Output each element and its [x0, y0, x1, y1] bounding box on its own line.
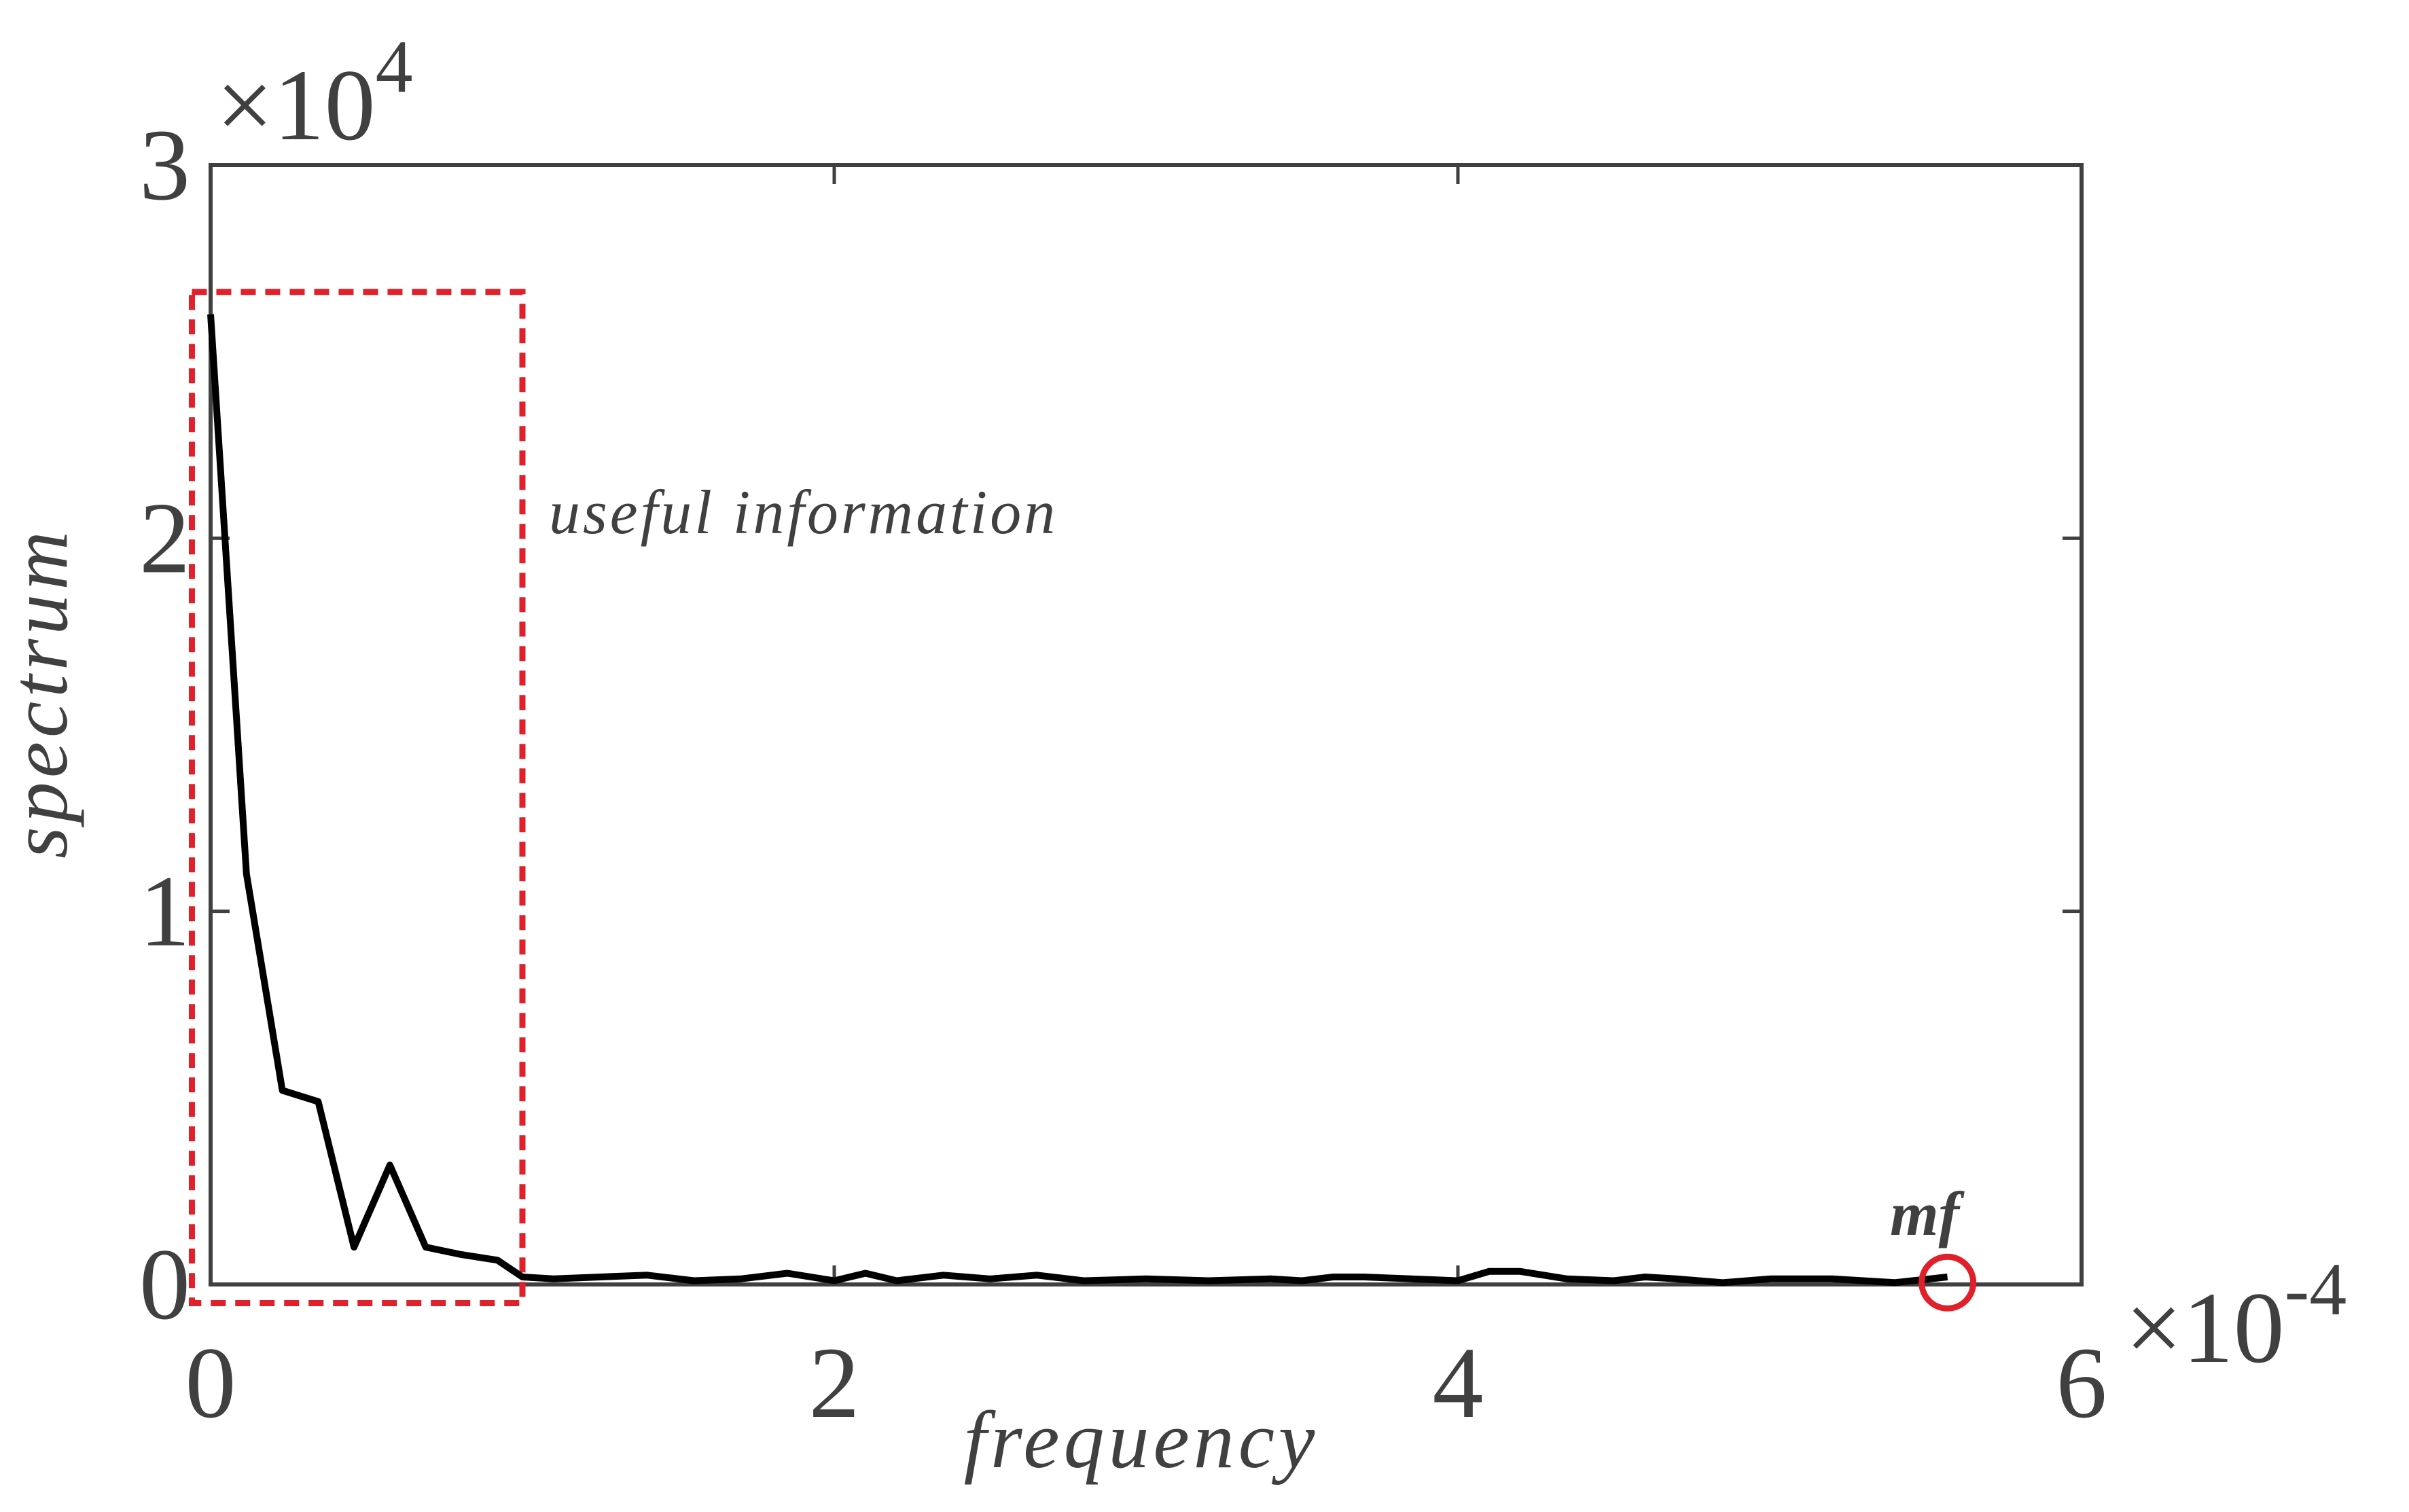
x-tick-label-3: 6 [2056, 1327, 2107, 1439]
tick-labels: 0 2 4 6 0 1 2 3 [139, 109, 2107, 1439]
plot-area [209, 163, 2084, 1286]
mf-marker [1919, 1253, 1977, 1312]
x-scale-label: ×10-4 [2125, 1248, 2346, 1384]
y-scale-label: ×104 [216, 25, 413, 162]
x-scale-exponent: -4 [2285, 1248, 2347, 1331]
x-axis-label: frequency [964, 1394, 1319, 1485]
useful-information-label: useful information [549, 478, 1058, 547]
y-tick-label-0: 0 [139, 1228, 190, 1341]
spectrum-points [210, 314, 1948, 1283]
y-scale-base: ×10 [216, 49, 376, 162]
spectrum-line [207, 314, 1948, 1286]
mf-label: mf [1890, 1179, 1965, 1248]
useful-information-box [188, 289, 526, 1306]
x-tick-label-1: 2 [809, 1327, 860, 1439]
y-tick-label-2: 2 [139, 482, 190, 594]
y-scale-exponent: 4 [376, 25, 413, 108]
x-tick-label-0: 0 [185, 1327, 236, 1439]
x-scale-base: ×10 [2125, 1272, 2285, 1384]
y-tick-label-1: 1 [139, 855, 190, 968]
x-tick-label-2: 4 [1433, 1327, 1484, 1439]
y-tick-label-3: 3 [139, 109, 190, 221]
y-axis-label: spectrum [0, 527, 84, 859]
